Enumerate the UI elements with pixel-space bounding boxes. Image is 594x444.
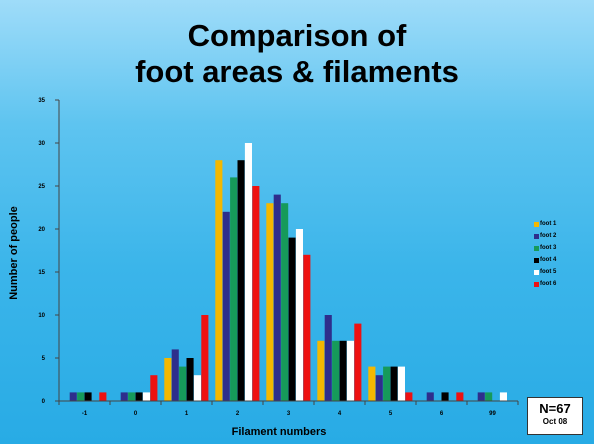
x-tick-label: 6 (440, 411, 444, 417)
bar-foot6--1 (99, 392, 107, 401)
legend-swatch (534, 269, 539, 275)
y-tick-label: 25 (38, 184, 45, 190)
chart-title-line1: Comparison of (187, 18, 407, 53)
legend-label: foot 1 (540, 221, 557, 227)
x-axis-label: Filament numbers (231, 426, 327, 438)
bar-foot6-4 (354, 323, 362, 401)
legend-item: foot 1 (534, 218, 556, 230)
bar-foot1-2 (215, 160, 223, 401)
bar-foot6-0 (150, 375, 158, 401)
y-tick-label: 10 (38, 313, 45, 319)
bar-foot1-3 (266, 203, 274, 401)
y-tick-label: 15 (38, 270, 45, 276)
bar-foot2-3 (273, 194, 281, 401)
y-tick-label: 35 (38, 98, 45, 104)
bar-foot3-5 (383, 366, 391, 401)
bar-foot6-1 (201, 315, 209, 401)
legend-label: foot 2 (540, 233, 557, 239)
legend-label: foot 5 (540, 269, 557, 275)
bar-foot2-1 (171, 349, 179, 401)
legend-item: foot 3 (534, 242, 556, 254)
y-axis-label: Number of people (8, 206, 20, 300)
bar-foot2-4 (324, 315, 332, 401)
legend-label: foot 6 (540, 281, 557, 287)
legend-label: foot 4 (540, 257, 557, 263)
bar-foot5-0 (142, 392, 150, 401)
bar-foot4--1 (84, 392, 92, 401)
bar-foot4-0 (135, 392, 143, 401)
bar-foot2-6 (426, 392, 434, 401)
x-tick-label: 3 (287, 411, 291, 417)
bar-foot3-1 (179, 366, 187, 401)
x-tick-label: -1 (82, 411, 88, 417)
bar-foot5-4 (346, 340, 354, 401)
bar-foot1-5 (368, 366, 376, 401)
bar-foot4-5 (390, 366, 398, 401)
bar-foot4-2 (237, 160, 245, 401)
chart-title: Comparison of foot areas & filaments (0, 18, 594, 90)
bar-foot5-5 (397, 366, 405, 401)
bar-foot2--1 (69, 392, 77, 401)
y-tick-label: 5 (42, 356, 46, 362)
chart-legend: foot 1 foot 2 foot 3 foot 4 foot 5 foot 6 (534, 218, 556, 290)
legend-swatch (534, 221, 539, 227)
bar-foot3-3 (281, 203, 289, 401)
bar-foot4-4 (339, 340, 347, 401)
bar-foot3-2 (230, 177, 238, 401)
bar-foot5-3 (295, 229, 303, 401)
bar-foot2-0 (120, 392, 128, 401)
legend-swatch (534, 281, 539, 287)
x-tick-label: 99 (489, 411, 496, 417)
sample-size-box: N=67 Oct 08 (527, 397, 583, 435)
bar-foot3--1 (77, 392, 85, 401)
sample-date-label: Oct 08 (542, 417, 568, 426)
bar-foot4-1 (186, 358, 194, 401)
bar-foot6-5 (405, 392, 413, 401)
bar-foot2-99 (477, 392, 485, 401)
legend-swatch (534, 245, 539, 251)
bar-foot1-4 (317, 340, 325, 401)
bar-foot5-2 (244, 143, 252, 401)
bar-foot5-99 (499, 392, 507, 401)
legend-item: foot 5 (534, 266, 556, 278)
bar-foot1-1 (164, 358, 172, 401)
bar-foot2-5 (375, 375, 383, 401)
y-tick-label: 30 (38, 141, 45, 147)
bar-foot6-3 (303, 254, 311, 401)
x-tick-label: 0 (134, 411, 138, 417)
bar-foot6-6 (456, 392, 464, 401)
bar-foot6-2 (252, 186, 260, 401)
sample-size-label: N=67 (539, 401, 571, 416)
legend-swatch (534, 257, 539, 263)
legend-item: foot 6 (534, 278, 556, 290)
x-tick-label: 5 (389, 411, 393, 417)
bar-foot2-2 (222, 211, 230, 401)
bar-foot3-99 (485, 392, 493, 401)
x-tick-label: 1 (185, 411, 189, 417)
bar-foot4-3 (288, 237, 296, 401)
bar-foot4-6 (441, 392, 449, 401)
legend-item: foot 4 (534, 254, 556, 266)
y-tick-label: 0 (42, 399, 46, 405)
chart-title-line2: foot areas & filaments (135, 54, 459, 89)
legend-swatch (534, 233, 539, 239)
bar-foot5-1 (193, 375, 201, 401)
x-tick-label: 4 (338, 411, 342, 417)
legend-label: foot 3 (540, 245, 557, 251)
y-tick-label: 20 (38, 227, 45, 233)
bar-foot3-0 (128, 392, 136, 401)
bar-foot3-4 (332, 340, 340, 401)
legend-item: foot 2 (534, 230, 556, 242)
x-tick-label: 2 (236, 411, 240, 417)
